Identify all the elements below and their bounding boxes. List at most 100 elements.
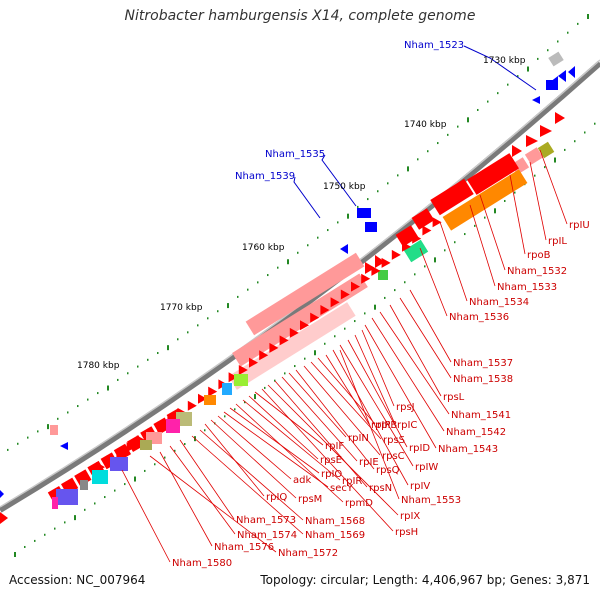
gene-label-forward[interactable]: rpIC [397, 420, 417, 431]
gene-block[interactable] [234, 374, 248, 386]
gene-label-forward[interactable]: Nham_1568 [305, 516, 365, 527]
gene-block[interactable] [245, 252, 365, 336]
gene-arrow[interactable] [249, 357, 258, 368]
gene-label-forward[interactable]: Nham_1576 [214, 542, 274, 553]
gene-block[interactable] [228, 302, 356, 390]
gene-label-forward[interactable]: Nham_1580 [172, 558, 232, 569]
gene-label-forward[interactable]: rpsJ [396, 402, 415, 413]
gene-label-reverse[interactable]: Nham_1539 [235, 171, 295, 182]
gene-block[interactable] [378, 270, 388, 280]
gene-arrow[interactable] [412, 233, 422, 244]
gene-arrow[interactable] [60, 442, 68, 450]
gene-label-forward[interactable]: rpIE [359, 457, 379, 468]
gene-block[interactable] [430, 178, 474, 216]
gene-block[interactable] [442, 169, 528, 231]
gene-block[interactable] [92, 470, 108, 484]
gene-arrow[interactable] [340, 244, 348, 254]
gene-arrow[interactable] [187, 400, 197, 411]
gene-arrow[interactable] [340, 289, 350, 300]
gene-label-forward[interactable]: adk [293, 475, 311, 486]
gene-arrow[interactable] [351, 281, 360, 292]
gene-block[interactable] [357, 208, 371, 218]
gene-label-forward[interactable]: rpIV [410, 481, 430, 492]
gene-block[interactable] [222, 383, 232, 395]
gene-label-forward[interactable]: Nham_1533 [497, 282, 557, 293]
gene-label-forward[interactable]: rpIO [321, 469, 342, 480]
gene-label-forward[interactable]: Nham_1542 [446, 427, 506, 438]
gene-block[interactable] [395, 225, 419, 247]
gene-label-forward[interactable]: Nham_1553 [401, 495, 461, 506]
gene-arrow[interactable] [259, 350, 269, 361]
gene-block[interactable] [403, 239, 429, 263]
gene-label-forward[interactable]: rpIP [371, 420, 390, 431]
gene-label-forward[interactable]: rpsM [298, 494, 322, 505]
gene-label-forward[interactable]: rpIL [548, 236, 567, 247]
gene-block[interactable] [80, 480, 88, 490]
gene-label-reverse[interactable]: Nham_1535 [265, 149, 325, 160]
gene-arrow[interactable] [375, 255, 385, 268]
gene-arrow[interactable] [422, 225, 432, 236]
gene-arrow[interactable] [310, 312, 320, 323]
gene-label-forward[interactable]: rpsS [383, 435, 405, 446]
gene-arrow[interactable] [555, 112, 565, 124]
gene-arrow[interactable] [526, 135, 538, 147]
gene-arrow[interactable] [279, 335, 289, 346]
gene-block[interactable] [524, 147, 544, 165]
gene-arrow[interactable] [568, 66, 575, 78]
gene-arrow[interactable] [238, 364, 248, 375]
gene-arrow[interactable] [391, 249, 401, 260]
gene-label-forward[interactable]: rpsQ [376, 465, 400, 476]
gene-arrow[interactable] [402, 241, 411, 252]
gene-arrow[interactable] [381, 257, 391, 268]
gene-label-forward[interactable]: rpsH [395, 527, 418, 538]
gene-label-forward[interactable]: Nham_1532 [507, 266, 567, 277]
gene-arrow[interactable] [361, 273, 371, 284]
gene-label-forward[interactable]: rpmD [345, 498, 373, 509]
gene-block[interactable] [365, 222, 377, 232]
gene-arrow[interactable] [320, 304, 330, 315]
gene-block[interactable] [50, 425, 58, 435]
gene-label-forward[interactable]: rpIX [400, 511, 420, 522]
gene-arrow[interactable] [540, 125, 552, 137]
gene-arrow[interactable] [532, 96, 540, 104]
gene-label-forward[interactable]: Nham_1534 [469, 297, 529, 308]
gene-label-forward[interactable]: rpIN [348, 433, 369, 444]
gene-block[interactable] [548, 51, 564, 67]
gene-label-forward[interactable]: Nham_1569 [305, 530, 365, 541]
gene-label-forward[interactable]: rpsE [320, 455, 342, 466]
gene-label-forward[interactable]: rpIQ [266, 492, 287, 503]
gene-arrow[interactable] [512, 145, 522, 157]
gene-arrow[interactable] [0, 490, 4, 498]
gene-label-forward[interactable]: secY [330, 483, 354, 494]
gene-arrow[interactable] [371, 265, 381, 276]
gene-label-forward[interactable]: Nham_1536 [449, 312, 509, 323]
gene-label-forward[interactable]: rpsN [369, 483, 392, 494]
gene-block[interactable] [467, 153, 519, 195]
gene-block[interactable] [113, 443, 132, 461]
gene-label-forward[interactable]: rpoB [527, 250, 551, 261]
gene-arrow[interactable] [558, 70, 566, 82]
gene-arrow[interactable] [365, 262, 375, 274]
gene-block[interactable] [411, 208, 435, 230]
gene-label-forward[interactable]: rpsC [382, 451, 405, 462]
gene-arrow[interactable] [198, 393, 207, 404]
gene-label-forward[interactable]: Nham_1537 [453, 358, 513, 369]
gene-arrow[interactable] [330, 297, 340, 308]
gene-label-forward[interactable]: Nham_1573 [236, 515, 296, 526]
gene-block[interactable] [140, 440, 152, 450]
gene-label-forward[interactable]: rpIU [569, 220, 590, 231]
gene-arrow[interactable] [208, 386, 218, 397]
gene-block[interactable] [52, 497, 58, 509]
gene-block[interactable] [56, 489, 78, 505]
gene-arrow[interactable] [269, 342, 279, 353]
gene-block[interactable] [204, 395, 216, 405]
gene-label-reverse[interactable]: Nham_1523 [404, 40, 464, 51]
gene-block[interactable] [166, 419, 180, 433]
gene-label-forward[interactable]: Nham_1538 [453, 374, 513, 385]
gene-arrow[interactable] [289, 327, 299, 338]
gene-label-forward[interactable]: rpIB [377, 420, 397, 431]
gene-block[interactable] [232, 273, 368, 367]
gene-label-forward[interactable]: Nham_1543 [438, 444, 498, 455]
gene-arrow[interactable] [0, 512, 8, 524]
gene-block[interactable] [110, 457, 128, 471]
